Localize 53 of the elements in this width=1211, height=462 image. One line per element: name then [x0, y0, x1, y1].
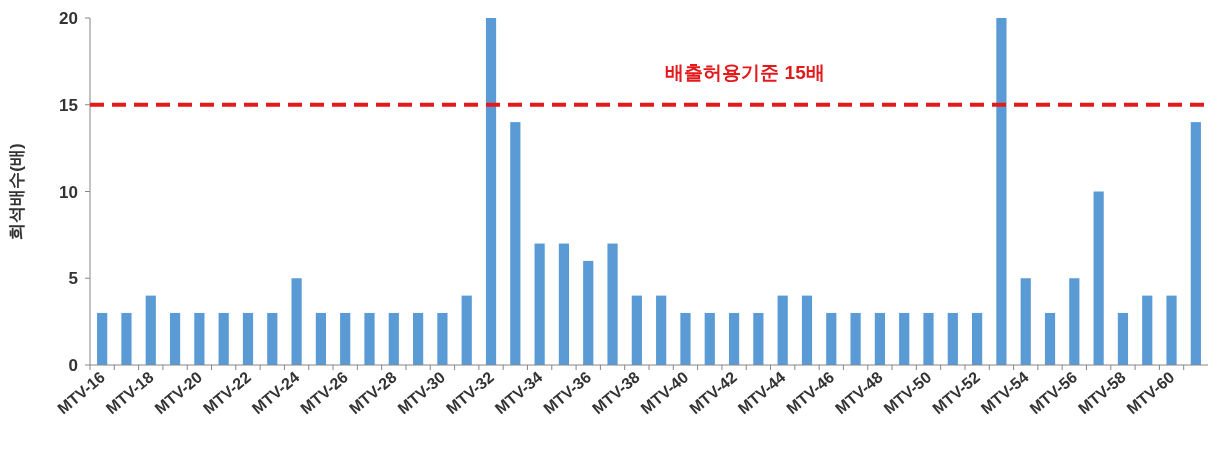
- bar: [534, 243, 545, 365]
- bar: [1044, 312, 1056, 365]
- bar: [1069, 278, 1080, 365]
- bar: [753, 312, 764, 365]
- bar: [1142, 295, 1153, 365]
- bar: [315, 312, 326, 365]
- bar: [607, 243, 618, 365]
- bar: [996, 18, 1007, 365]
- bar: [218, 312, 229, 365]
- bar: [1117, 312, 1129, 365]
- bar: [413, 312, 424, 365]
- y-tick-label: 20: [59, 9, 78, 28]
- y-tick-label: 0: [68, 356, 78, 375]
- bar: [656, 295, 667, 365]
- bar: [826, 312, 837, 365]
- bar: [558, 243, 570, 365]
- bar: [1020, 278, 1031, 365]
- bar: [874, 312, 885, 365]
- bar: [947, 312, 958, 365]
- bar: [972, 312, 983, 365]
- y-tick-label: 15: [59, 95, 78, 115]
- bar: [437, 312, 448, 365]
- bar: [728, 312, 740, 365]
- bar: [850, 312, 861, 365]
- bar: [1190, 122, 1201, 365]
- y-axis-title: 희석배수(배): [7, 143, 26, 240]
- bar: [801, 295, 813, 365]
- bar: [291, 278, 302, 365]
- bar: [145, 295, 156, 365]
- bar: [923, 312, 934, 365]
- bar: [340, 312, 351, 365]
- ref-line-label: 배출허용기준 15배: [665, 61, 825, 83]
- bar: [461, 295, 472, 365]
- bar: [267, 312, 278, 365]
- bar: [680, 312, 691, 365]
- bar: [583, 260, 594, 365]
- bar: [121, 312, 132, 365]
- bar: [364, 312, 375, 365]
- bar: [1093, 191, 1104, 365]
- bar: [194, 312, 205, 365]
- bar: [388, 312, 399, 365]
- bar: [704, 312, 715, 365]
- bar: [510, 122, 521, 365]
- bar: [1166, 295, 1177, 365]
- y-tick-label: 5: [68, 269, 78, 289]
- bar: [631, 295, 642, 365]
- y-tick-label: 10: [59, 182, 78, 202]
- bar: [97, 312, 108, 365]
- bar: [169, 312, 181, 365]
- bar: [777, 295, 788, 365]
- bar: [242, 312, 254, 365]
- bar: [485, 18, 497, 365]
- bar: [899, 312, 910, 365]
